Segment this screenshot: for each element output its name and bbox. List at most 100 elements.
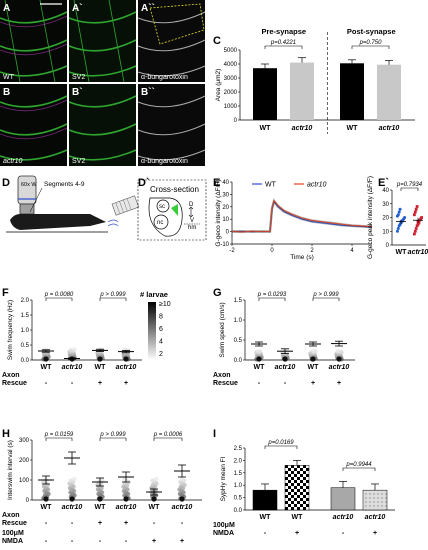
data-point (68, 478, 74, 483)
chart-g-swim-speed: G 0.0 0.5 1.0 1.5 Swim speed (cm/s) WT actr10 WT… (213, 287, 355, 387)
y-tick-label: 40 (382, 188, 389, 194)
data-point-dense (69, 496, 75, 502)
panel-label: F (2, 287, 9, 299)
data-point-dense (151, 496, 157, 502)
category-label: actr10 (172, 504, 193, 511)
hm-label: hm (188, 225, 196, 231)
data-point-dense (43, 356, 49, 362)
data-point (420, 216, 423, 219)
y-tick-label: 20 (222, 205, 229, 211)
significance-bracket (312, 297, 340, 301)
micrograph-row-b (0, 84, 206, 166)
p-value-label: p = 0.0006 (153, 432, 183, 438)
panel-label-d: D (2, 177, 10, 189)
caption-btx-a: α-bungarotoxin (141, 74, 188, 81)
y-tick-label: 0 (234, 118, 238, 124)
condition-sign: + (373, 530, 377, 537)
y-tick-label: 0.0 (234, 358, 243, 364)
condition-sign: - (45, 538, 48, 545)
category-label: actr10 (408, 249, 428, 256)
category-label: WT (95, 364, 107, 371)
significance-bracket (153, 437, 183, 441)
legend-level: 6 (159, 326, 163, 333)
category-label: actr10 (116, 504, 137, 511)
significance-bracket (258, 297, 286, 301)
bar (290, 62, 314, 120)
condition-sign: + (124, 520, 128, 527)
x-tick-label: -2 (229, 248, 235, 254)
lens-label: 60x W (21, 182, 37, 188)
data-point-dense (256, 356, 262, 362)
data-point (414, 227, 418, 230)
y-tick-label: 2.5 (234, 446, 243, 452)
p-value-label: p > 0.999 (99, 292, 126, 298)
chart-e1-ggeco-peak: E` 0 10 20 30 40 G-geco peak intensity (ΔF/F) W… (367, 176, 428, 259)
row-label: Axon (2, 372, 20, 379)
y-tick-label: 30 (222, 192, 229, 198)
row-label: Axon (2, 512, 20, 519)
legend-level: ≥10 (159, 301, 171, 308)
data-point (72, 347, 77, 352)
y-tick-label: 0 (26, 498, 30, 504)
x-tick-label: 2 (310, 248, 314, 254)
data-point-dense (179, 496, 185, 502)
condition-sign: - (153, 520, 156, 527)
panel-label-a1: A` (72, 3, 83, 14)
y-tick-label: 2.0 (21, 298, 30, 304)
data-point (150, 478, 155, 483)
p-value-label: p=0.4221 (270, 40, 296, 46)
category-label: actr10 (116, 364, 137, 371)
condition-sign: + (98, 380, 102, 387)
y-tick-label: 200 (19, 458, 30, 464)
significance-bracket (351, 45, 390, 49)
p-value-label: p=0.750 (359, 40, 383, 46)
y-tick-label: 10 (222, 217, 229, 223)
y-axis-label: G-geco peak intensity (ΔF/F) (367, 176, 374, 259)
chart-h-interswim-interval: H 0 100 200 300 Interswim interval (s) WT actr1… (2, 428, 202, 545)
category-label: actr10 (329, 364, 350, 371)
caption-actr10: actr10 (3, 158, 23, 165)
legend-title: # larvae (140, 290, 168, 299)
condition-sign: - (284, 380, 287, 387)
y-tick-label: 5000 (224, 48, 238, 54)
data-point (397, 210, 401, 214)
p-value-label: p=0.0169 (267, 440, 294, 446)
data-point (68, 348, 74, 353)
chart-f-swim-frequency: F 0.0 0.5 1.0 1.5 2.0 Swim frequency (Hz) WT act… (2, 287, 142, 387)
significance-bracket (264, 45, 303, 49)
y-axis-label: Interswim interval (s) (7, 440, 14, 500)
series-sem-band (231, 198, 373, 234)
category-label: WT (41, 364, 53, 371)
category-label: actr10 (365, 514, 386, 521)
y-tick-label: 2000 (224, 90, 238, 96)
y-axis-label: Area (μm2) (215, 69, 222, 102)
y-tick-label: 1000 (224, 104, 238, 110)
chart-i-syphy: I 0.0 0.5 1.0 1.5 2.0 2.5 SypHy mean FI WT WT actr… (213, 428, 395, 537)
row-label: Axon (213, 372, 231, 379)
category-label: actr10 (333, 514, 354, 521)
caption-sv2-b: SV2 (72, 158, 85, 165)
microscope-objective-body (17, 175, 37, 205)
y-tick-label: -10 (220, 242, 229, 248)
micrograph-row-a (0, 0, 206, 83)
series-line (231, 200, 373, 233)
sc-label: sc (159, 204, 165, 210)
data-point (72, 477, 77, 482)
y-tick-label: 20 (382, 216, 389, 222)
bar (340, 63, 364, 120)
caption-sv2-a: SV2 (72, 74, 85, 81)
data-point-dense (123, 356, 129, 362)
data-point (335, 348, 340, 354)
group-header: Pre-synapse (261, 27, 306, 36)
y-tick-label: 0.5 (234, 496, 243, 502)
significance-bracket (400, 187, 419, 191)
y-tick-label: 0.0 (234, 508, 243, 514)
category-label: WT (347, 125, 359, 132)
panel-d-schematic: D 60x W Segments 4-9 D` Cross-section sc… (2, 175, 207, 241)
bar (252, 489, 278, 511)
data-point (396, 213, 400, 217)
bar (330, 487, 356, 511)
p-value-label: p=0.9944 (345, 462, 372, 468)
y-tick-label: 0.0 (21, 358, 30, 364)
data-point (98, 347, 103, 352)
